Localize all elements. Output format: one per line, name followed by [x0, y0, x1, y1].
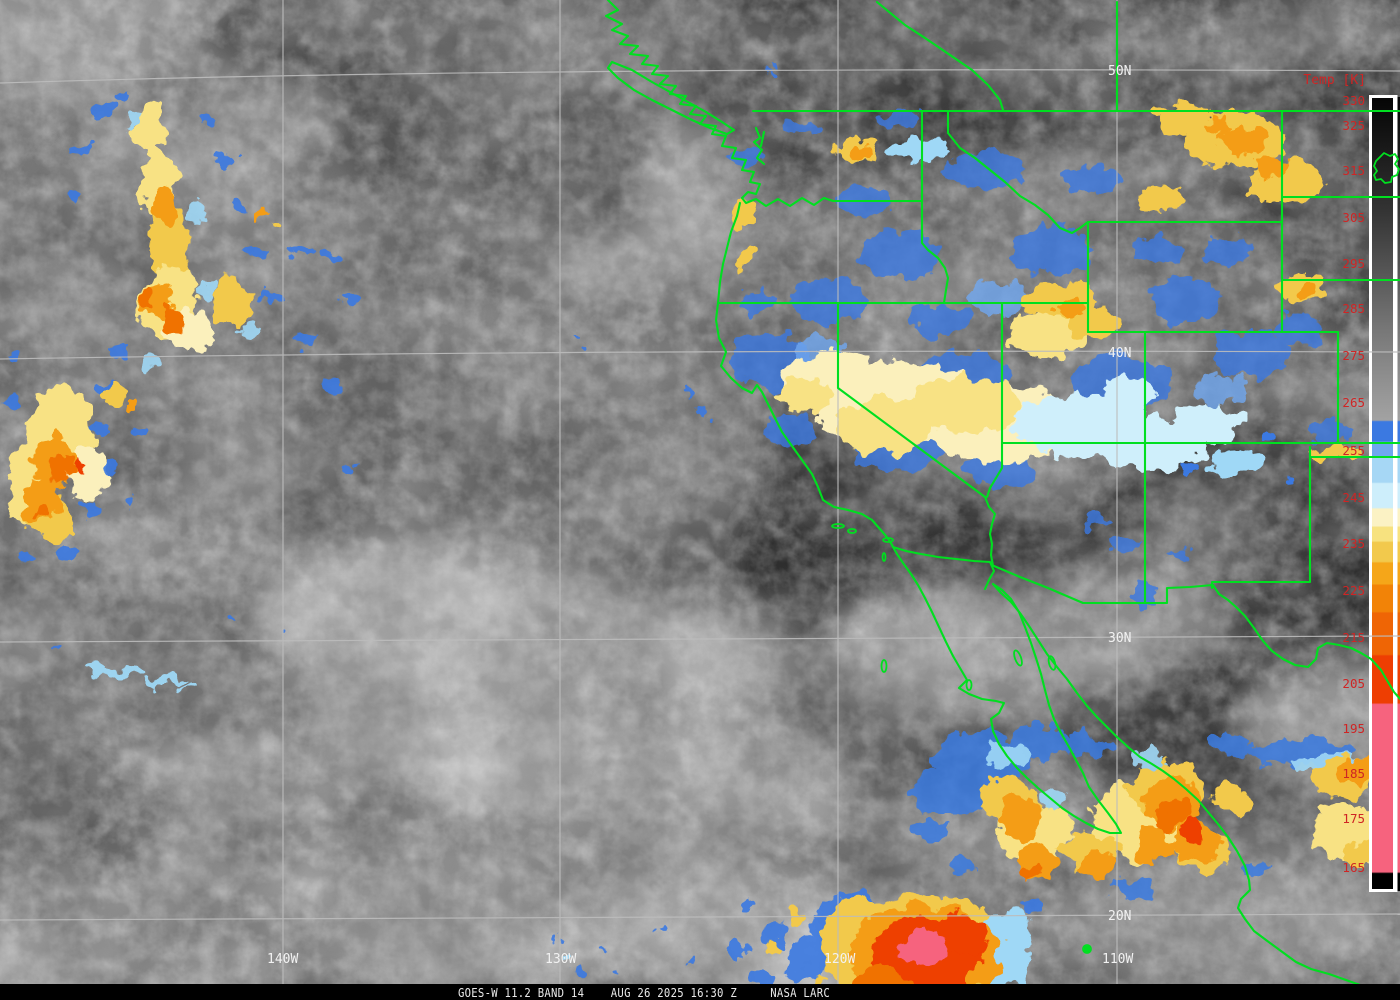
- colorbar-tick-185: 185: [1342, 766, 1365, 781]
- vancouver-island: [606, 60, 736, 136]
- border-nv-ut-az: [985, 301, 1004, 499]
- colorbar: [1369, 95, 1400, 892]
- caption-bar: GOES-W 11.2 BAND 14 AUG 26 2025 16:30 Z …: [0, 984, 1400, 1000]
- colorbar-tick-195: 195: [1342, 721, 1365, 736]
- colorbar-tick-235: 235: [1342, 536, 1365, 551]
- colorbar-tick-265: 265: [1342, 395, 1365, 410]
- lon-label-130W: 130W: [545, 952, 576, 967]
- latitude-labels: 50N 40N 30N 20N: [1108, 64, 1131, 924]
- border-us-mexico: [891, 545, 1400, 701]
- lat-label-30N: 30N: [1108, 631, 1131, 646]
- lat-label-50N: 50N: [1108, 64, 1131, 79]
- colorbar-tick-labels: 330 325 315 305 295 285 275 265 255 245 235 225 215 2…: [1342, 93, 1365, 875]
- colorbar-tick-255: 255: [1342, 443, 1365, 458]
- border-bc-ab: [875, 0, 1005, 112]
- colorbar-tick-275: 275: [1342, 348, 1365, 363]
- caption-text: GOES-W 11.2 BAND 14 AUG 26 2025 16:30 Z …: [458, 985, 830, 1000]
- colorbar-edge-sliver: [1397, 97, 1400, 891]
- colorbar-tick-305: 305: [1342, 210, 1365, 225]
- lat-label-40N: 40N: [1108, 346, 1131, 361]
- border-ca-nv: [836, 301, 997, 568]
- colorbar-tick-285: 285: [1342, 301, 1365, 316]
- map-borders: [604, 0, 1400, 987]
- colorbar-edge-line: [1395, 95, 1398, 892]
- border-wa-or: [740, 196, 924, 208]
- lat-label-20N: 20N: [1108, 909, 1131, 924]
- colorbar-tick-225: 225: [1342, 583, 1365, 598]
- colorbar-tick-245: 245: [1342, 490, 1365, 505]
- colorbar-tick-205: 205: [1342, 676, 1365, 691]
- border-or-id: [920, 195, 950, 305]
- caption-background: [0, 984, 1400, 1000]
- enhanced-specks-ocean: [57, 63, 785, 978]
- border-id-mt: [946, 109, 1090, 235]
- colorbar-tick-165: 165: [1342, 860, 1365, 875]
- colorbar-tick-330: 330: [1342, 93, 1365, 108]
- coastline-bc: [604, 0, 762, 200]
- puget-sound: [752, 126, 766, 166]
- colorbar-gradient: [1372, 98, 1393, 889]
- colorbar-tick-175: 175: [1342, 811, 1365, 826]
- coastline-west: [714, 201, 1123, 835]
- overlay-squiggle: [1373, 152, 1400, 184]
- gridline-lat-40N: [0, 350, 1400, 360]
- colorbar-tick-315: 315: [1342, 163, 1365, 178]
- coastline-mexico: [991, 582, 1362, 987]
- lon-label-120W: 120W: [824, 952, 855, 967]
- gridline-lat-50N: [0, 69, 1400, 84]
- colorbar-tick-295: 295: [1342, 256, 1365, 271]
- lon-label-140W: 140W: [267, 952, 298, 967]
- colorbar-title: Temp [K]: [1303, 73, 1366, 88]
- enhanced-hurricane: [730, 894, 1047, 1000]
- lon-label-110W: 110W: [1102, 952, 1133, 967]
- island-marker: [1082, 944, 1092, 954]
- island-fill: [1084, 946, 1090, 952]
- islands: [831, 523, 1092, 954]
- enhanced-system-northpacific: [1, 90, 358, 561]
- colorbar-tick-215: 215: [1342, 630, 1365, 645]
- storm-core: [904, 930, 946, 968]
- colorbar-tick-325: 325: [1342, 118, 1365, 133]
- longitude-labels: 140W 130W 120W 110W: [267, 952, 1133, 967]
